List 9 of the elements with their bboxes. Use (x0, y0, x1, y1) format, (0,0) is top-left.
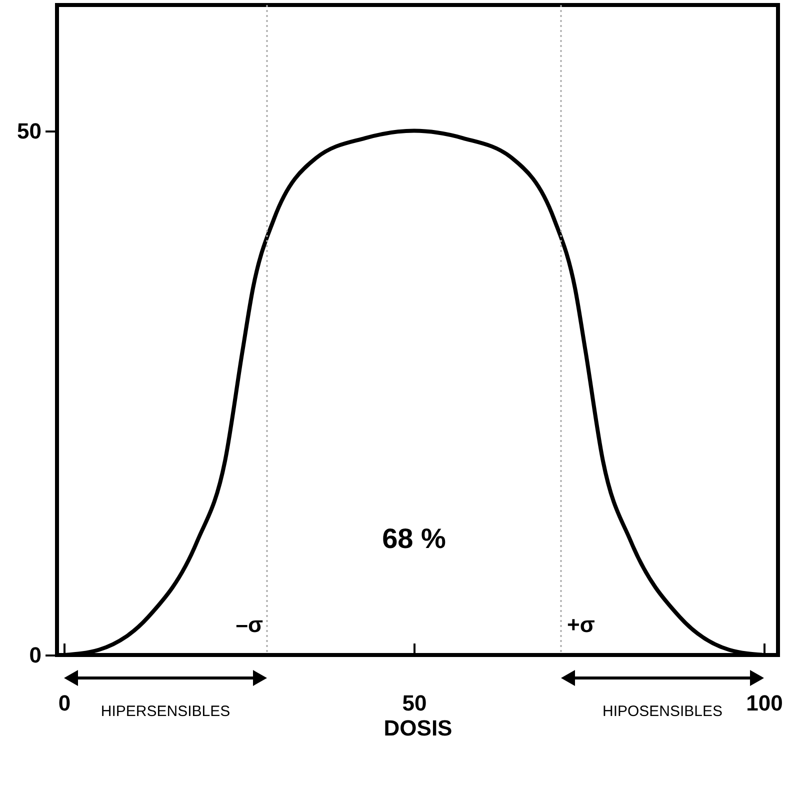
ref-line-label: +σ (567, 612, 595, 637)
x-tick-label: 50 (402, 690, 427, 716)
text: HIPERSENSIBLES (100, 703, 230, 720)
ref-line-label: –σ (236, 612, 263, 637)
annotation: 68 % (382, 523, 446, 554)
text: HIPOSENSIBLES (602, 703, 723, 720)
x-axis-title: DOSIS (384, 716, 452, 740)
x-tick-label: 100 (746, 690, 783, 716)
x-tick-label: 0 (58, 690, 71, 716)
